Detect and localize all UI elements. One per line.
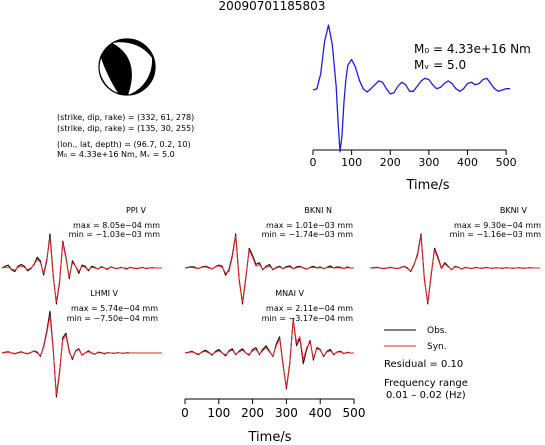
synthetic-trace: [184, 235, 354, 303]
panel-max: max = 2.11e−04 mm: [266, 304, 353, 313]
panel-title: BKNI V: [500, 206, 528, 215]
stf-x-tick-label: 400: [457, 156, 478, 169]
stf-x-tick-label: 0: [310, 156, 317, 169]
panel-bkni-v: BKNI V max = 9.30e−04 mm min = −1.16e−03…: [450, 206, 542, 239]
legend-freq-title: Frequency range: [384, 378, 468, 389]
panel-min: min = −3.17e−04 mm: [262, 314, 354, 323]
mechanism-line-2: (strike, dip, rake) = (135, 30, 255): [57, 124, 194, 133]
panel-ppi-v: PPI V max = 8.05e−04 mm min = −1.03e−03 …: [69, 206, 161, 239]
synthetic-trace: [184, 320, 354, 388]
panel-mnai-v: MNAI V max = 2.11e−04 mm min = −3.17e−04…: [262, 289, 354, 323]
waveform-plot: [1, 310, 162, 398]
legend-obs-label: Obs.: [427, 326, 447, 336]
legend-syn-label: Syn.: [427, 342, 447, 352]
panel-lhmi-v: LHMI V max = 5.74e−04 mm min = −7.50e−04…: [67, 289, 159, 323]
panel-min: min = −1.74e−03 mm: [262, 230, 354, 239]
stf-xlabel: Time/s: [406, 178, 450, 193]
waveform-x-tick-label: 200: [241, 406, 264, 420]
waveform-x-axis: 0 100 200 300 400 500: [181, 398, 366, 420]
panel-max: max = 9.30e−04 mm: [454, 221, 541, 230]
waveform-x-tick-label: 0: [181, 406, 189, 420]
mechanism-line-1: (strike, dip, rake) = (332, 61, 278): [57, 113, 194, 122]
waveform-x-tick-label: 300: [275, 406, 298, 420]
stf-mw-label: Mᵥ = 5.0: [414, 58, 466, 72]
mechanism-line-3: (lon., lat, depth) = (96.7, 0.2, 10): [57, 140, 191, 149]
panel-title: LHMI V: [90, 289, 118, 298]
panel-max: max = 1.01e−03 mm: [266, 221, 353, 230]
legend-residual: Residual = 0.10: [384, 359, 463, 370]
panel-bkni-n: BKNI N max = 1.01e−03 mm min = −1.74e−03…: [262, 206, 354, 239]
stf-panel: M₀ = 4.33e+16 Nm Mᵥ = 5.0 Time/s 0 100 200…: [310, 24, 531, 193]
stf-m0-label: M₀ = 4.33e+16 Nm: [414, 42, 531, 56]
stf-x-tick-label: 100: [341, 156, 362, 169]
stf-x-tick-label: 200: [380, 156, 401, 169]
panel-min: min = −7.50e−04 mm: [67, 314, 159, 323]
observed-trace: [369, 233, 540, 305]
waveform-plot: [369, 233, 540, 305]
waveform-x-tick-label: 100: [207, 406, 230, 420]
stf-x-tick-label: 500: [496, 156, 517, 169]
beachball-dilatational-2: [99, 58, 118, 93]
stf-line: [312, 24, 510, 153]
beachball-dilatational-1: [112, 42, 153, 95]
figure-title: 20090701185803: [219, 0, 326, 13]
panel-max: max = 5.74e−04 mm: [71, 304, 158, 313]
legend: Obs. Syn. Residual = 0.10 Frequency rang…: [384, 326, 468, 401]
synthetic-trace: [370, 235, 540, 303]
waveform-plot: [184, 233, 354, 305]
waveform-x-tick-label: 500: [343, 406, 366, 420]
stf-x-tick-label: 300: [418, 156, 439, 169]
panel-max: max = 8.05e−04 mm: [73, 221, 160, 230]
beachball-outline: [98, 38, 156, 96]
panel-title: MNAI V: [275, 289, 304, 298]
synthetic-trace: [1, 236, 162, 303]
synthetic-trace: [1, 315, 162, 396]
panel-min: min = −1.03e−03 mm: [69, 230, 161, 239]
panel-min: min = −1.16e−03 mm: [450, 230, 542, 239]
beachball: [98, 38, 156, 96]
observed-trace: [184, 233, 354, 305]
mechanism-line-4: M₀ = 4.33e+16 Nm, Mᵥ = 5.0: [57, 150, 175, 159]
panel-title: BKNI N: [304, 206, 332, 215]
waveform-plot: [184, 318, 354, 390]
waveform-xlabel: Time/s: [248, 430, 292, 445]
waveform-plot: [1, 233, 162, 305]
legend-freq-value: 0.01 – 0.02 (Hz): [386, 390, 466, 401]
waveform-x-tick-label: 400: [309, 406, 332, 420]
panel-title: PPI V: [126, 206, 147, 215]
